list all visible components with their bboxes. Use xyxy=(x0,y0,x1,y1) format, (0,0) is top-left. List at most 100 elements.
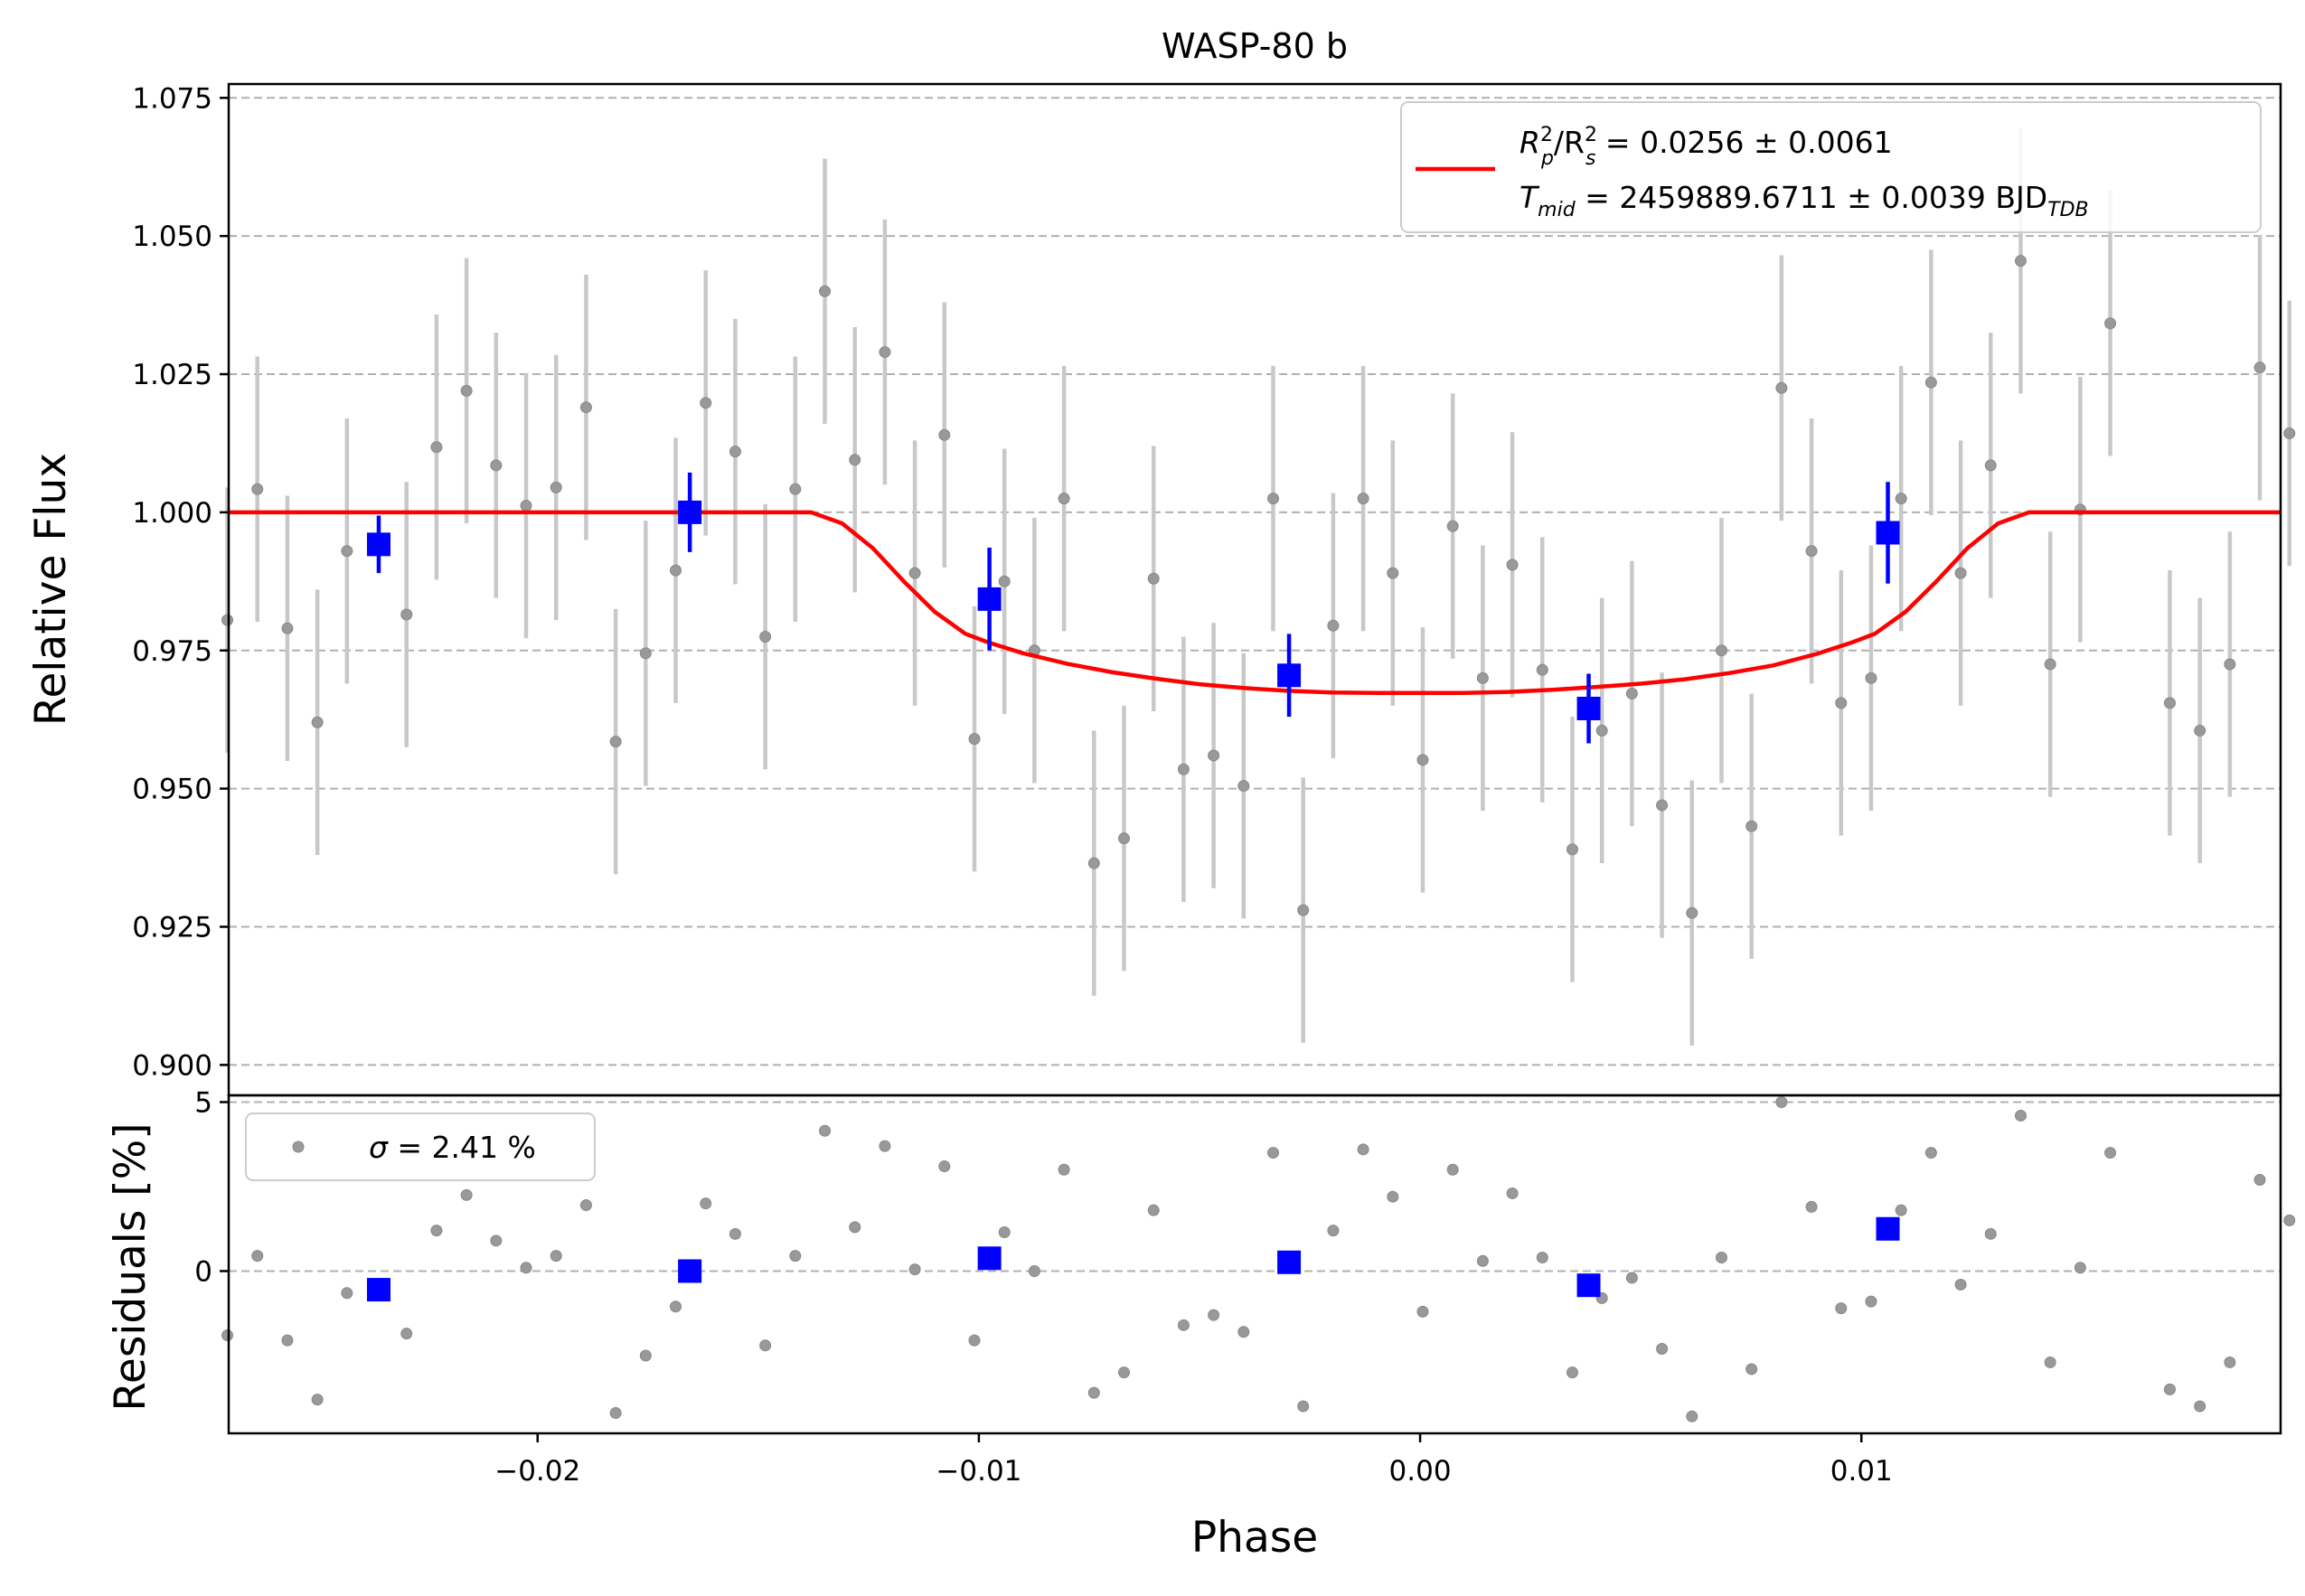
flux-point xyxy=(341,545,353,558)
residuals-gridlines xyxy=(229,1101,2281,1272)
residual-point xyxy=(1118,1366,1131,1379)
legend-rp-rs-label: R2 p/R2 s = 0.0256 ± 0.0061 xyxy=(1519,124,1893,170)
residuals-y-ticks: 05 xyxy=(194,1086,229,1288)
flux-y-tick-label: 0.975 xyxy=(132,635,212,668)
residual-point xyxy=(639,1349,652,1362)
residual-point xyxy=(1954,1278,1967,1291)
flux-point xyxy=(2044,658,2056,671)
flux-point xyxy=(908,567,921,579)
flux-point xyxy=(1895,493,1907,505)
flux-panel: 0.900 0.925 0.950 0.975 1.000 1.025 1.050 1.075… xyxy=(132,82,2296,1097)
residual-point xyxy=(1656,1343,1669,1355)
x-tick-label: 0.00 xyxy=(1389,1455,1452,1488)
flux-point xyxy=(490,459,503,472)
flux-point xyxy=(2163,697,2176,709)
residual-point xyxy=(1566,1366,1578,1379)
flux-binned-point xyxy=(977,587,1002,611)
flux-point xyxy=(849,454,861,466)
residuals-points xyxy=(221,1095,2296,1422)
flux-point xyxy=(1595,724,1608,737)
residual-point xyxy=(550,1250,562,1263)
residual-binned-point xyxy=(366,1278,390,1302)
residual-point xyxy=(849,1221,861,1234)
flux-point xyxy=(430,441,443,454)
residual-point xyxy=(1297,1400,1310,1413)
residual-point xyxy=(1058,1163,1070,1176)
flux-point xyxy=(1924,376,1937,389)
residual-point xyxy=(1715,1252,1727,1264)
chart-title: WASP-80 b xyxy=(1162,26,1348,66)
residual-point xyxy=(2283,1214,2296,1226)
residual-point xyxy=(2044,1356,2056,1368)
residual-point xyxy=(729,1227,741,1240)
residual-binned-point xyxy=(1876,1216,1900,1241)
residual-point xyxy=(1208,1309,1220,1321)
residuals-binned-points xyxy=(366,1216,1900,1302)
flux-binned-point xyxy=(1576,696,1601,720)
flux-y-tick-label: 1.000 xyxy=(132,497,212,530)
flux-point xyxy=(1656,799,1669,812)
flux-point xyxy=(700,397,712,409)
residual-point xyxy=(1387,1190,1399,1203)
flux-point xyxy=(639,647,652,660)
flux-point xyxy=(1984,459,1997,472)
residual-point xyxy=(789,1250,802,1263)
residual-point xyxy=(1895,1204,1907,1216)
residual-point xyxy=(221,1329,234,1342)
residual-point xyxy=(1028,1264,1040,1277)
flux-y-tick-label: 0.950 xyxy=(132,774,212,806)
residual-point xyxy=(2163,1383,2176,1395)
residual-point xyxy=(1446,1163,1459,1176)
flux-point xyxy=(2283,427,2296,439)
residuals-y-tick-label: 5 xyxy=(194,1086,212,1119)
residual-point xyxy=(430,1225,443,1237)
flux-point xyxy=(879,346,891,359)
flux-point xyxy=(460,384,473,397)
residual-point xyxy=(1506,1187,1519,1199)
residual-point xyxy=(2074,1262,2086,1274)
flux-point xyxy=(1357,493,1369,505)
flux-point xyxy=(1566,843,1578,856)
residual-point xyxy=(2253,1174,2266,1186)
flux-point xyxy=(251,483,264,495)
flux-y-tick-label: 1.050 xyxy=(132,221,212,253)
flux-point xyxy=(281,622,294,634)
x-tick-label: 0.01 xyxy=(1830,1455,1893,1488)
residual-binned-point xyxy=(1277,1250,1302,1274)
residual-point xyxy=(1536,1252,1548,1264)
residual-point xyxy=(609,1407,622,1420)
flux-point xyxy=(2104,317,2117,330)
flux-point xyxy=(1506,559,1519,571)
flux-point xyxy=(1625,687,1638,699)
residual-point xyxy=(2014,1109,2027,1122)
flux-point xyxy=(1177,763,1190,775)
flux-y-tick-label: 0.900 xyxy=(132,1049,212,1082)
flux-point xyxy=(1208,749,1220,762)
residual-point xyxy=(400,1328,413,1340)
flux-point xyxy=(1536,663,1548,676)
residual-point xyxy=(1924,1147,1937,1159)
flux-point xyxy=(670,564,682,577)
residual-binned-point xyxy=(977,1246,1002,1271)
residual-point xyxy=(879,1140,891,1152)
residual-point xyxy=(2224,1356,2236,1368)
residual-point xyxy=(1686,1410,1698,1422)
flux-point xyxy=(1715,644,1727,657)
residual-point xyxy=(968,1334,981,1347)
flux-y-tick-label: 1.025 xyxy=(132,359,212,391)
residual-point xyxy=(1267,1147,1280,1159)
flux-point xyxy=(550,481,562,493)
flux-point xyxy=(1775,381,1788,394)
flux-point xyxy=(968,733,981,746)
residual-point xyxy=(700,1197,712,1210)
residuals-panel: 05 −0.02 −0.01 0.00 0.01 σ = 2.41 % xyxy=(194,1086,2296,1488)
residuals-axes-frame xyxy=(227,1094,2282,1435)
x-axis-title: Phase xyxy=(1191,1513,1318,1563)
phase-x-ticks: −0.02 −0.01 0.00 0.01 xyxy=(494,1433,1893,1488)
flux-point xyxy=(609,736,622,748)
flux-point xyxy=(1865,671,1877,684)
residual-binned-point xyxy=(1576,1273,1601,1298)
residual-point xyxy=(251,1250,264,1263)
